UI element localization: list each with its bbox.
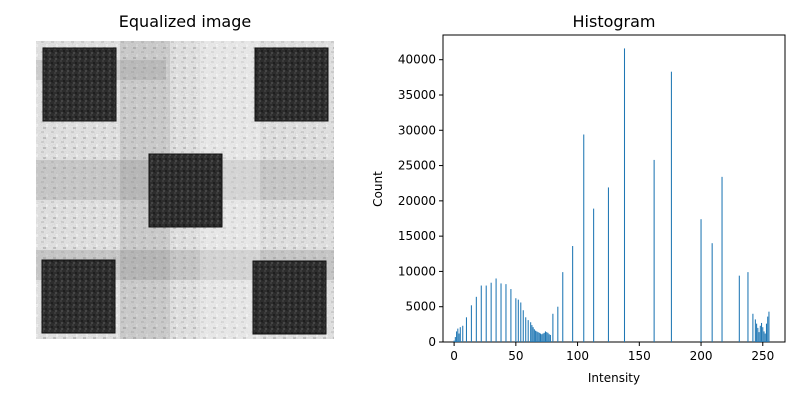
y-tick-label: 15000 [398,229,436,243]
y-tick-label: 20000 [398,194,436,208]
x-tick-label: 50 [508,349,523,363]
histogram-bar [738,275,740,342]
x-axis-ticks: 0 50 100 150 200 250 [450,342,774,363]
x-tick-label: 100 [566,349,589,363]
histogram-bar [572,246,574,342]
histogram-bar [541,334,543,342]
histogram-bar [510,289,512,342]
histogram-bar [470,305,472,342]
histogram-bar [459,327,461,342]
histogram-bar [721,176,723,342]
histogram-bar [747,272,749,342]
histogram-bar [530,322,532,342]
histogram-bar [533,329,535,342]
histogram-bar [505,284,507,342]
histogram-bar [759,325,761,342]
histogram-bar [653,159,655,342]
histogram-bar [765,323,768,342]
histogram-bar [515,298,517,342]
y-tick-label: 5000 [405,300,436,314]
dark-square [41,259,116,334]
histogram-bar [546,332,548,342]
histogram-bar [756,323,758,342]
histogram-bar [549,334,551,342]
histogram-bar [465,317,467,342]
histogram-bar [520,302,522,342]
histogram-bar [532,327,534,342]
histogram-bar [522,310,524,342]
histogram-bar [754,319,756,342]
y-tick-label: 35000 [398,88,436,102]
histogram-bar [453,340,455,342]
histogram-bar [457,328,459,342]
histogram-bar [768,311,770,342]
histogram-bar [537,332,539,342]
y-axis-label: Count [371,171,385,207]
histogram-bar [475,296,477,342]
histogram-bar [454,337,456,342]
dark-square [148,153,223,228]
histogram-bar [458,333,460,342]
x-tick-label: 0 [450,349,458,363]
dark-square [252,260,327,335]
histogram-bar [761,322,763,342]
histogram-bar [480,285,482,342]
y-tick-label: 0 [428,335,436,349]
dark-square [42,47,117,122]
histogram-bar [764,333,766,342]
dark-square [254,47,329,122]
histogram-bar [531,325,533,342]
histogram-bar [544,331,547,342]
histogram-bar [607,187,609,342]
histogram-bar [583,134,585,342]
histogram-bar [548,334,550,342]
histogram-bars [453,48,770,343]
image-title: Equalized image [118,12,252,31]
x-tick-label: 150 [628,349,651,363]
histogram-bar [535,330,537,342]
y-axis-ticks: 0 5000 10000 15000 20000 25000 30000 35000 40000 [398,53,443,349]
histogram-bar [542,333,544,342]
x-axis-label: Intensity [588,371,640,385]
histogram-bar [538,332,540,342]
histogram-bar [757,327,759,342]
equalized-image [36,41,334,339]
histogram-bar [525,317,527,342]
histogram-bar [490,282,492,342]
histogram-bar [752,313,754,342]
plot-frame [442,34,786,343]
histogram-bar [623,48,626,343]
histogram-bar [527,320,529,342]
histogram-bar [763,331,765,342]
histogram-title: Histogram [572,12,656,31]
x-tick-label: 200 [690,349,713,363]
histogram-bar [762,327,764,342]
x-tick-label: 250 [751,349,774,363]
histogram-bar [562,272,564,342]
histogram-plot: 0 50 100 150 200 250 0 5000 10000 15000 20000 2500… [371,34,786,385]
y-tick-label: 30000 [398,123,436,137]
y-tick-label: 10000 [398,264,436,278]
histogram-bar [557,306,559,342]
histogram-bar [767,316,769,342]
histogram-bar [700,219,702,342]
y-tick-label: 25000 [398,159,436,173]
histogram-bar [670,71,672,342]
histogram-bar [711,243,713,342]
histogram-bar [758,332,760,342]
histogram-bar [540,333,542,342]
histogram-bar [500,283,502,342]
histogram-bar [543,332,545,342]
histogram-bar [485,285,487,342]
histogram-bar [593,208,595,342]
histogram-bar [552,313,554,342]
histogram-bar [456,331,458,342]
histogram-bar [495,278,497,342]
histogram-bar [547,332,549,342]
histogram-bar [517,299,519,342]
histogram-bar [536,331,538,342]
histogram-bar [462,325,464,342]
y-tick-label: 40000 [398,53,436,67]
